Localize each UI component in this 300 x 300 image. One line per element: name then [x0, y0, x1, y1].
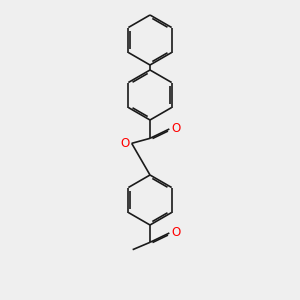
Text: O: O	[120, 137, 130, 150]
Text: O: O	[171, 122, 180, 135]
Text: O: O	[171, 226, 180, 239]
